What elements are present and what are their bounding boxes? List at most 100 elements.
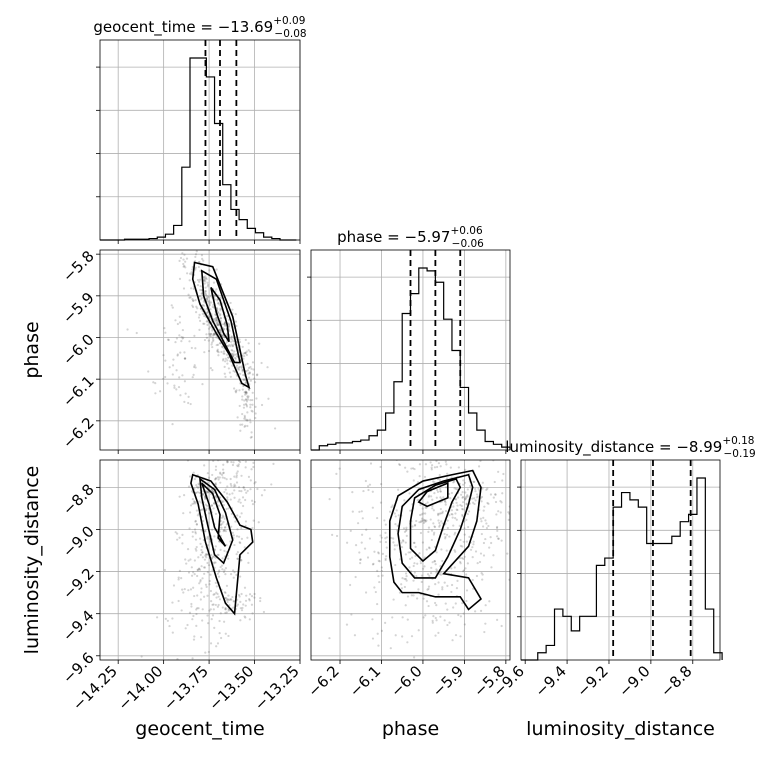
sample-point [231, 345, 234, 348]
sample-point [219, 331, 222, 334]
sample-point [358, 510, 361, 513]
sample-point [184, 558, 187, 561]
sample-point [380, 566, 383, 569]
sample-point [242, 486, 245, 489]
sample-point [243, 417, 246, 420]
sample-point [244, 466, 247, 469]
sample-point [464, 567, 467, 570]
sample-point [236, 514, 239, 517]
sample-point [147, 370, 150, 373]
sample-point [183, 357, 187, 360]
sample-point [248, 599, 251, 602]
sample-point [454, 633, 458, 637]
sample-point [414, 523, 417, 527]
sample-point [263, 453, 265, 455]
sample-point [262, 397, 264, 399]
sample-point [176, 322, 179, 326]
sample-point [245, 444, 247, 446]
sample-point [191, 502, 194, 505]
sample-point [242, 384, 245, 388]
sample-point [211, 528, 214, 531]
sample-point [180, 609, 183, 612]
sample-point [204, 583, 208, 586]
sample-point [235, 476, 238, 479]
sample-point [200, 548, 203, 552]
sample-point [379, 534, 382, 537]
panel-frame [310, 249, 511, 451]
sample-point [249, 488, 252, 491]
sample-point [490, 541, 493, 545]
sample-point [222, 471, 225, 474]
sample-point [377, 552, 380, 555]
sample-point [439, 615, 442, 618]
sample-point [224, 573, 227, 576]
sample-point [182, 265, 185, 268]
sample-point [245, 391, 248, 394]
sample-point [224, 530, 228, 533]
sample-point [453, 549, 456, 552]
sample-point [377, 551, 380, 554]
sample-point [201, 492, 205, 496]
sample-point [364, 479, 367, 483]
sample-point [219, 548, 222, 551]
sample-point [229, 498, 232, 501]
sample-point [270, 372, 272, 374]
sample-point [212, 460, 215, 463]
sample-point [192, 299, 195, 302]
sample-point [212, 593, 215, 596]
sample-point [445, 477, 449, 480]
sample-point [221, 606, 224, 609]
sample-point [456, 399, 458, 401]
sample-point [263, 489, 266, 492]
sample-point [428, 547, 431, 550]
sample-point [437, 593, 440, 596]
sample-point [383, 519, 386, 522]
sample-point [227, 325, 231, 328]
sample-point [393, 548, 396, 551]
sample-point [178, 321, 182, 324]
sample-point [198, 582, 201, 585]
sample-point [206, 285, 209, 288]
sample-point [226, 345, 230, 348]
sample-point [171, 601, 174, 604]
sample-point [201, 551, 204, 554]
sample-point [446, 608, 449, 611]
sample-point [217, 570, 221, 573]
x-tick-label-phase: −5.9 [429, 662, 467, 700]
sample-point [451, 513, 454, 516]
sample-point [421, 519, 424, 523]
sample-point [222, 500, 225, 503]
sample-point [181, 337, 184, 340]
sample-point [207, 650, 210, 654]
sample-point [429, 518, 432, 521]
sample-point [226, 460, 229, 463]
sample-point [177, 385, 181, 389]
sample-point [223, 549, 226, 553]
sample-point [195, 549, 198, 552]
sample-point [214, 581, 217, 584]
sample-point [464, 491, 467, 494]
sample-point [194, 538, 198, 541]
sample-point [399, 558, 402, 561]
sample-point [247, 349, 250, 352]
sample-point [466, 512, 469, 516]
sample-point [234, 485, 237, 488]
sample-point [208, 332, 211, 336]
sample-point [186, 244, 188, 246]
sample-point [171, 364, 175, 367]
sample-point [218, 569, 221, 572]
sample-point [211, 345, 214, 349]
sample-point [168, 624, 171, 628]
sample-point [235, 481, 239, 484]
sample-point [204, 497, 207, 501]
sample-point [249, 365, 252, 369]
sample-point [232, 453, 234, 455]
sample-point [221, 476, 224, 479]
sample-point [353, 634, 357, 637]
contour-level-0 [191, 261, 251, 390]
sample-point [407, 551, 410, 554]
sample-point [226, 362, 229, 365]
sample-point [446, 623, 449, 627]
sample-point [247, 395, 250, 398]
sample-point [225, 353, 229, 356]
